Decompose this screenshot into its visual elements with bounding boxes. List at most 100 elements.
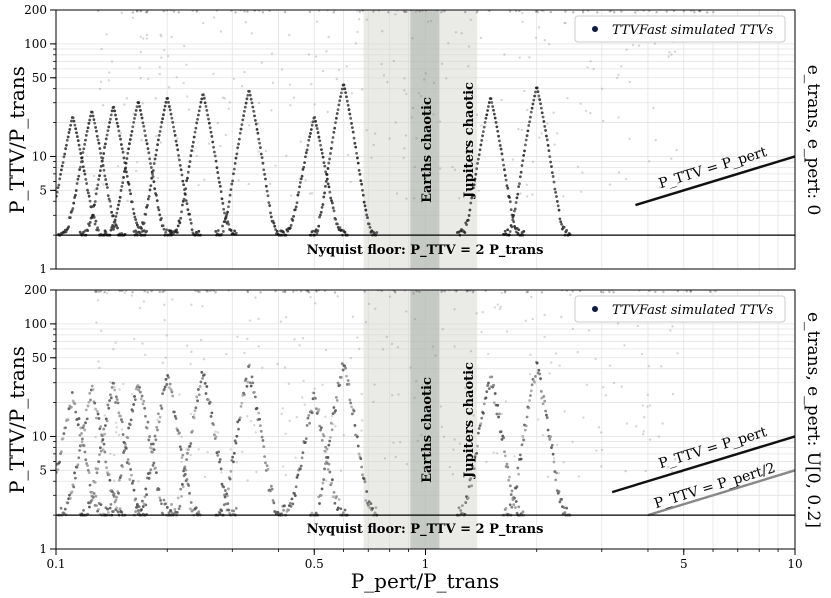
data-point [249,97,253,101]
data-point [323,191,326,195]
data-point [537,26,541,29]
data-point [63,152,67,156]
data-point [402,156,405,160]
data-point [123,103,126,106]
data-point [180,210,183,214]
data-point [163,303,166,307]
data-point [167,54,170,58]
data-point [105,182,108,186]
data-point [310,411,314,415]
data-point [345,374,348,378]
data-point [602,385,605,389]
data-point [237,142,240,146]
data-point [504,507,508,510]
data-point [151,450,154,454]
data-point [178,158,181,162]
data-point [537,94,541,98]
data-point [141,342,144,345]
data-point [199,100,203,104]
data-point [73,193,77,197]
data-point [127,462,131,466]
data-point [330,414,334,418]
data-point [648,160,651,163]
data-point [217,176,221,180]
legend-text-bottom: TTVFast simulated TTVs [612,303,774,318]
data-point [675,148,678,152]
data-point [83,428,87,432]
data-point [259,429,263,433]
data-point [543,39,546,42]
data-point [523,428,527,432]
data-point [360,182,364,186]
data-point [460,504,464,507]
data-point [276,511,280,514]
data-point [371,506,374,510]
data-point [182,44,186,48]
data-point [502,163,506,167]
data-point [331,206,335,210]
data-point [88,118,92,122]
data-point [191,429,194,433]
data-point [64,147,67,151]
data-point [145,426,149,430]
data-point [487,101,491,104]
data-point [99,449,103,453]
data-point [128,138,132,141]
data-point [647,364,651,368]
data-point [200,370,204,374]
data-point [219,467,223,471]
data-point [564,10,567,13]
data-point [542,394,546,398]
data-point [321,383,324,387]
data-point [475,451,479,455]
data-point [73,196,76,199]
data-point [148,435,152,438]
data-point [505,462,509,466]
data-point [528,373,532,376]
data-point [140,139,143,142]
data-point [349,401,353,405]
data-point [114,498,118,502]
data-point [489,97,493,101]
data-point [124,446,128,450]
data-point [142,124,146,128]
data-point [317,224,321,228]
data-point [303,161,306,165]
data-point [464,10,467,14]
data-point [202,93,205,96]
data-point [205,385,209,388]
data-point [467,485,471,489]
data-point [324,180,328,183]
data-point [135,105,139,109]
data-point [671,392,675,396]
data-point [348,398,352,402]
data-point [476,444,479,448]
data-point [353,423,357,427]
data-point [496,129,500,133]
data-point [144,134,147,138]
data-point [552,180,556,184]
data-point [361,188,364,192]
data-point [167,386,171,389]
data-point [531,102,535,106]
data-point [113,385,116,389]
data-point [91,388,95,391]
data-point [131,291,134,294]
data-point [103,174,107,178]
data-point [238,416,242,420]
data-point [122,156,126,160]
data-point [579,102,582,105]
data-point [178,221,182,225]
data-point [295,475,299,479]
data-point [415,379,418,383]
data-point [381,30,384,33]
data-point [99,290,103,293]
data-point [485,390,489,394]
data-point [333,291,337,294]
data-point [497,134,500,138]
data-point [94,290,98,293]
data-point [138,390,142,394]
data-point [530,295,533,299]
data-point [584,109,588,113]
data-point [514,500,518,503]
